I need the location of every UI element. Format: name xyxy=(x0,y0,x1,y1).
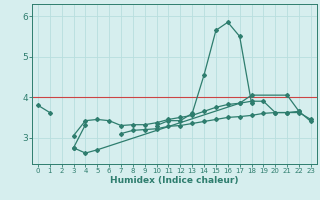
X-axis label: Humidex (Indice chaleur): Humidex (Indice chaleur) xyxy=(110,176,239,185)
